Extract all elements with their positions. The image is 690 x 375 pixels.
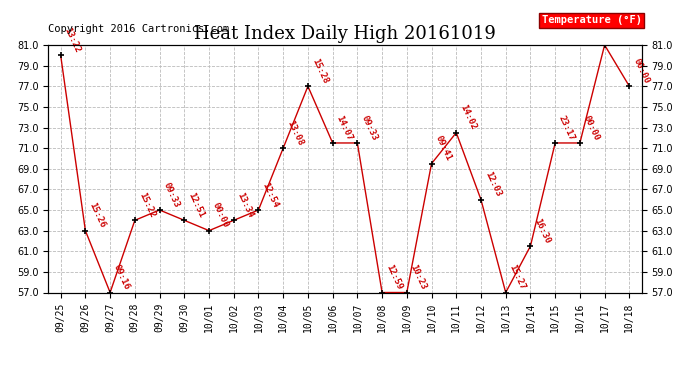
Text: 23:17: 23:17 (557, 114, 577, 142)
Text: 15:27: 15:27 (508, 263, 527, 291)
Text: 12:59: 12:59 (384, 263, 404, 291)
Text: 15:28: 15:28 (310, 57, 329, 85)
Text: 14:07: 14:07 (335, 114, 354, 142)
Title: Heat Index Daily High 20161019: Heat Index Daily High 20161019 (194, 26, 496, 44)
Text: 15:22: 15:22 (137, 191, 157, 219)
Text: 13:22: 13:22 (63, 26, 82, 54)
Text: 13:34: 13:34 (236, 191, 255, 219)
Text: 00:00: 00:00 (211, 201, 230, 229)
Text: 09:16: 09:16 (112, 263, 132, 291)
Text: 10:23: 10:23 (408, 263, 428, 291)
Text: 09:41: 09:41 (433, 134, 453, 163)
Text: 14:02: 14:02 (458, 104, 477, 132)
Text: 00:00: 00:00 (582, 114, 602, 142)
Text: 12:03: 12:03 (483, 171, 502, 199)
Text: Temperature (°F): Temperature (°F) (542, 15, 642, 25)
Text: Copyright 2016 Cartronics.com: Copyright 2016 Cartronics.com (48, 24, 230, 34)
Text: 00:00: 00:00 (631, 57, 651, 85)
Text: 15:26: 15:26 (88, 201, 107, 229)
Text: 16:30: 16:30 (533, 217, 552, 245)
Text: 13:08: 13:08 (285, 119, 305, 147)
Text: 12:54: 12:54 (260, 181, 280, 209)
Text: 09:33: 09:33 (359, 114, 379, 142)
Text: 09:33: 09:33 (161, 181, 181, 209)
Text: 12:51: 12:51 (186, 191, 206, 219)
